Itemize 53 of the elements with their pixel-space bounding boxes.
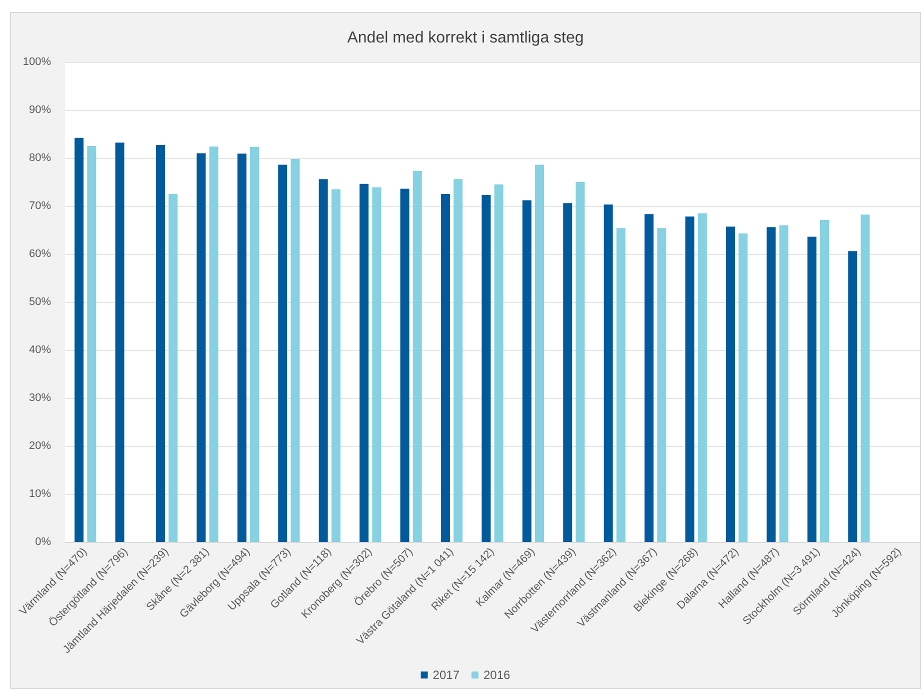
bar bbox=[563, 203, 572, 542]
bar bbox=[698, 213, 707, 542]
bar bbox=[196, 153, 206, 542]
bar bbox=[209, 146, 218, 542]
bar bbox=[738, 233, 748, 542]
bar bbox=[412, 170, 422, 542]
bar bbox=[604, 204, 613, 542]
y-tick-label: 60% bbox=[28, 248, 52, 260]
bar bbox=[400, 188, 410, 542]
bar bbox=[644, 214, 654, 542]
y-tick-label: 30% bbox=[28, 392, 52, 404]
bar bbox=[820, 220, 830, 542]
bar bbox=[522, 200, 532, 542]
bar bbox=[779, 225, 788, 542]
bar bbox=[454, 179, 463, 542]
bar bbox=[482, 194, 491, 542]
legend-label: 2016 bbox=[484, 668, 511, 682]
bar bbox=[440, 194, 450, 542]
bar bbox=[318, 179, 328, 542]
bar bbox=[331, 189, 340, 542]
bar bbox=[657, 228, 666, 542]
bar bbox=[278, 164, 288, 542]
bar bbox=[372, 187, 382, 542]
y-tick-label: 100% bbox=[22, 56, 52, 68]
legend-label: 2017 bbox=[432, 668, 460, 682]
y-tick-label: 10% bbox=[28, 488, 52, 500]
bar bbox=[156, 145, 165, 542]
y-tick-label: 0% bbox=[35, 536, 52, 548]
y-tick-label: 70% bbox=[28, 200, 52, 212]
bar bbox=[237, 154, 246, 542]
y-tick-label: 90% bbox=[28, 104, 52, 116]
y-tick-label: 80% bbox=[28, 152, 52, 164]
bar bbox=[860, 214, 870, 542]
y-tick-label: 50% bbox=[28, 296, 52, 308]
bar bbox=[74, 138, 84, 542]
bar bbox=[807, 236, 816, 542]
bar bbox=[535, 164, 544, 542]
bar bbox=[115, 142, 124, 542]
bar bbox=[87, 146, 96, 542]
bar bbox=[685, 216, 694, 542]
bar bbox=[360, 184, 369, 542]
bar bbox=[168, 194, 178, 542]
bar bbox=[576, 182, 585, 542]
y-tick-label: 40% bbox=[28, 344, 52, 356]
chart-title: Andel med korrekt i samtliga steg bbox=[347, 30, 584, 46]
bar bbox=[616, 228, 626, 542]
bar bbox=[494, 184, 504, 542]
bar bbox=[726, 226, 735, 542]
bar bbox=[290, 158, 300, 542]
bar bbox=[766, 227, 776, 542]
bar bbox=[848, 251, 858, 542]
y-tick-label: 20% bbox=[28, 440, 52, 452]
bar bbox=[250, 146, 260, 542]
